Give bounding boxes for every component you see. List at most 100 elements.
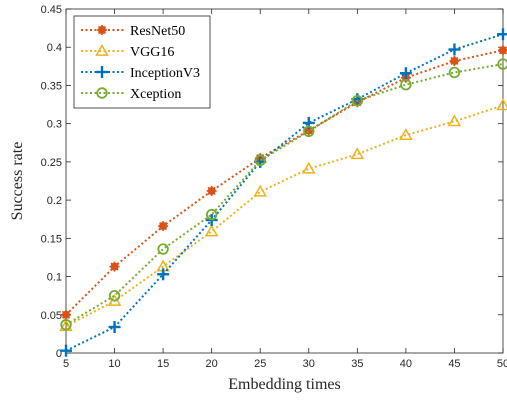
triangle-shape [496,98,507,111]
y-tick-label: 0.45 [41,4,62,16]
series-line [65,63,504,326]
circle-shape [60,319,72,331]
x-tick-label: 5 [63,358,69,370]
data-point [400,78,412,91]
series-line [65,49,504,316]
y-tick-label: 0.1 [47,272,62,284]
legend-marker [95,43,109,56]
data-point [157,268,170,281]
data-point [108,289,121,302]
asterisk-stroke [159,222,168,231]
data-point [108,321,121,334]
legend-box [73,15,211,109]
series-layer [59,28,507,357]
x-tick-label: 25 [254,358,266,370]
data-point [254,154,266,167]
data-point [301,161,316,174]
circle-shape [254,154,266,167]
triangle-shape [399,128,413,141]
y-tick-label: 0 [56,348,62,360]
x-tick-label: 30 [303,358,315,370]
triangle-shape [204,224,219,237]
legend-label: Xception [130,87,181,102]
data-point [253,184,268,197]
legend-label: ResNet50 [130,24,185,39]
legend-item: InceptionV3 [81,66,200,81]
circle-shape [205,208,218,221]
series-line [65,33,504,352]
y-tick-label: 0.15 [41,233,62,245]
data-point [447,114,462,127]
data-point [350,147,365,160]
y-tick-label: 0.4 [47,42,62,54]
x-tick-label: 45 [448,358,460,370]
legend-marker [97,25,107,35]
legend-marker [96,66,108,78]
axes: 5 10 15 20 25 30 35 40 45 50 0 0.05 0.1 0.15 0.2 0.25 0.… [41,4,507,370]
legend-label: InceptionV3 [130,66,200,81]
y-tick-label: 0.2 [47,195,62,207]
data-point [449,55,460,66]
x-tick-label: 35 [351,358,363,370]
asterisk-stroke [61,310,71,319]
legend-item: ResNet50 [81,24,185,39]
asterisk-stroke [97,25,107,35]
data-point [206,185,217,196]
data-point [497,58,507,70]
triangle-shape [253,184,268,197]
data-point [60,319,72,331]
series-xception [60,58,507,331]
triangle-shape [447,114,462,127]
circle-shape [448,66,461,79]
data-point [204,224,219,237]
data-point [399,128,413,141]
data-point [448,66,461,79]
data-point [205,208,218,221]
data-point [109,261,120,272]
legend: ResNet50 VGG16 InceptionV3 Xception [73,15,211,109]
data-point [448,43,461,56]
circle-shape [400,78,412,91]
asterisk-stroke [304,126,313,135]
x-axis-title: Embedding times [228,376,340,393]
series-line [65,104,504,328]
y-tick-label: 0.05 [41,310,62,322]
asterisk-stroke [498,46,507,55]
y-tick-label: 0.3 [47,119,62,131]
x-tick-label: 10 [108,358,120,370]
data-point [303,125,315,138]
circle-shape [157,243,169,255]
circle-shape [497,58,507,70]
data-point [351,95,364,107]
data-point [498,45,507,56]
legend-item: VGG16 [81,43,174,60]
legend-label: VGG16 [130,45,174,60]
triangle-shape [301,161,316,174]
circle-shape [351,95,364,107]
y-axis-title: Success rate [9,142,26,221]
triangle-shape [95,43,109,56]
x-tick-label: 20 [206,358,218,370]
x-tick-label: 15 [157,358,169,370]
legend-marker [96,87,108,99]
data-point [399,67,412,80]
triangle-shape [350,147,365,160]
x-tick-label: 40 [400,358,412,370]
data-point [158,221,169,232]
y-tick-label: 0.35 [41,80,62,92]
data-point [497,28,507,41]
asterisk-stroke [110,262,119,271]
data-point [496,98,507,111]
circle-shape [303,125,315,138]
circle-shape [108,289,121,302]
y-tick-label: 0.25 [41,157,62,169]
x-tick-label: 50 [497,358,507,370]
data-point [60,344,72,357]
circle-shape [96,87,108,99]
asterisk-stroke [450,56,459,66]
data-point [157,243,169,255]
legend-item: Xception [81,87,181,102]
asterisk-stroke [207,186,216,196]
data-point [61,309,71,320]
